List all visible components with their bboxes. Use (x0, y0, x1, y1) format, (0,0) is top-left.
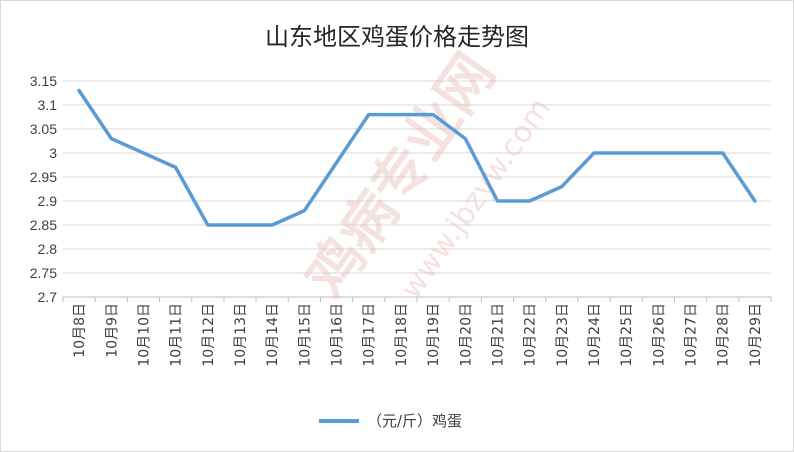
x-tick-labels: 10月8日 10月9日 10月10日 10月11日 10月12日 10月13日 10月14日… (72, 303, 764, 367)
data-point (624, 151, 628, 155)
data-point (367, 113, 371, 117)
x-tick-label: 10月22日 (523, 303, 539, 367)
x-tick-label: 10月16日 (330, 303, 346, 367)
x-tick-label: 10月29日 (748, 303, 764, 367)
data-point (302, 209, 306, 213)
data-point (399, 113, 403, 117)
series-line (77, 88, 757, 227)
data-point (270, 223, 274, 227)
y-tick-label: 2.8 (38, 241, 58, 257)
y-tick-label: 2.7 (38, 289, 58, 305)
x-tick-label: 10月12日 (201, 303, 217, 367)
data-point (463, 137, 467, 141)
x-tick-label: 10月9日 (104, 303, 120, 358)
x-tick-label: 10月27日 (684, 303, 700, 367)
x-tick-label: 10月8日 (72, 303, 88, 358)
y-tick-label: 2.85 (30, 217, 57, 233)
data-point (335, 161, 338, 165)
x-tick-label: 10月25日 (619, 303, 635, 367)
data-point (496, 199, 499, 203)
x-tick-label: 10月24日 (587, 303, 603, 367)
data-point (206, 223, 210, 227)
data-point (721, 151, 725, 155)
data-point (238, 223, 242, 227)
legend: （元/斤）鸡蛋 (319, 412, 462, 430)
legend-label: （元/斤）鸡蛋 (367, 412, 462, 430)
series-layer (77, 88, 757, 227)
data-point (592, 151, 596, 155)
y-tick-label: 2.75 (30, 265, 57, 281)
x-tick-label: 10月13日 (233, 303, 249, 367)
data-point (109, 137, 113, 141)
y-tick-label: 3.1 (38, 97, 58, 113)
chart-title: 山东地区鸡蛋价格走势图 (265, 23, 529, 51)
watermark: 鸡病专业网 www.jbzyw.com (294, 42, 558, 309)
axes (62, 296, 772, 302)
data-point (431, 113, 435, 117)
y-tick-label: 3.05 (30, 121, 57, 137)
data-point (560, 185, 564, 189)
x-tick-label: 10月15日 (297, 303, 313, 367)
x-tick-label: 10月11日 (169, 303, 185, 367)
y-tick-labels: 2.7 2.75 2.8 2.85 2.9 2.95 3 3.05 3.1 3.15 (30, 73, 57, 305)
data-point (142, 151, 145, 155)
y-tick-label: 3 (49, 145, 57, 161)
data-point (656, 151, 660, 155)
y-tick-label: 3.15 (30, 73, 57, 89)
data-point (753, 199, 757, 203)
x-tick-label: 10月14日 (265, 303, 281, 367)
data-point (528, 199, 532, 203)
x-tick-label: 10月17日 (362, 303, 378, 367)
x-tick-label: 10月26日 (651, 303, 667, 367)
x-tick-label: 10月21日 (490, 303, 506, 367)
data-point (689, 151, 692, 155)
x-tick-label: 10月18日 (394, 303, 410, 367)
x-tick-label: 10月10日 (136, 303, 152, 367)
x-tick-label: 10月19日 (426, 303, 442, 367)
x-tick-label: 10月28日 (716, 303, 732, 367)
y-tick-label: 2.95 (30, 169, 57, 185)
x-tick-label: 10月20日 (458, 303, 474, 367)
y-tick-label: 2.9 (38, 193, 58, 209)
x-tick-label: 10月23日 (555, 303, 571, 367)
data-point (77, 89, 81, 93)
data-point (174, 165, 178, 169)
